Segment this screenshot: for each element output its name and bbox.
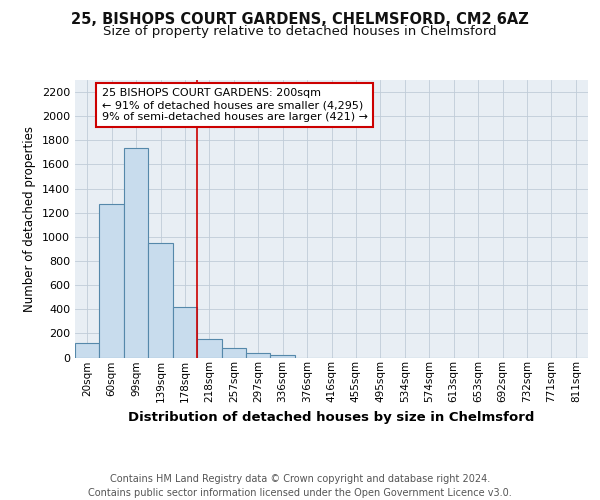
Bar: [148, 243, 173, 358]
Bar: [100, 204, 124, 358]
Bar: [173, 307, 197, 358]
Bar: [75, 343, 100, 357]
Bar: [271, 355, 295, 358]
Bar: [197, 340, 221, 357]
X-axis label: Distribution of detached houses by size in Chelmsford: Distribution of detached houses by size …: [128, 410, 535, 424]
Text: 25 BISHOPS COURT GARDENS: 200sqm
← 91% of detached houses are smaller (4,295)
9%: 25 BISHOPS COURT GARDENS: 200sqm ← 91% o…: [102, 88, 368, 122]
Bar: [124, 148, 148, 358]
Text: Contains HM Land Registry data © Crown copyright and database right 2024.
Contai: Contains HM Land Registry data © Crown c…: [88, 474, 512, 498]
Bar: [246, 352, 271, 358]
Y-axis label: Number of detached properties: Number of detached properties: [23, 126, 37, 312]
Bar: [221, 348, 246, 358]
Text: Size of property relative to detached houses in Chelmsford: Size of property relative to detached ho…: [103, 25, 497, 38]
Text: 25, BISHOPS COURT GARDENS, CHELMSFORD, CM2 6AZ: 25, BISHOPS COURT GARDENS, CHELMSFORD, C…: [71, 12, 529, 28]
